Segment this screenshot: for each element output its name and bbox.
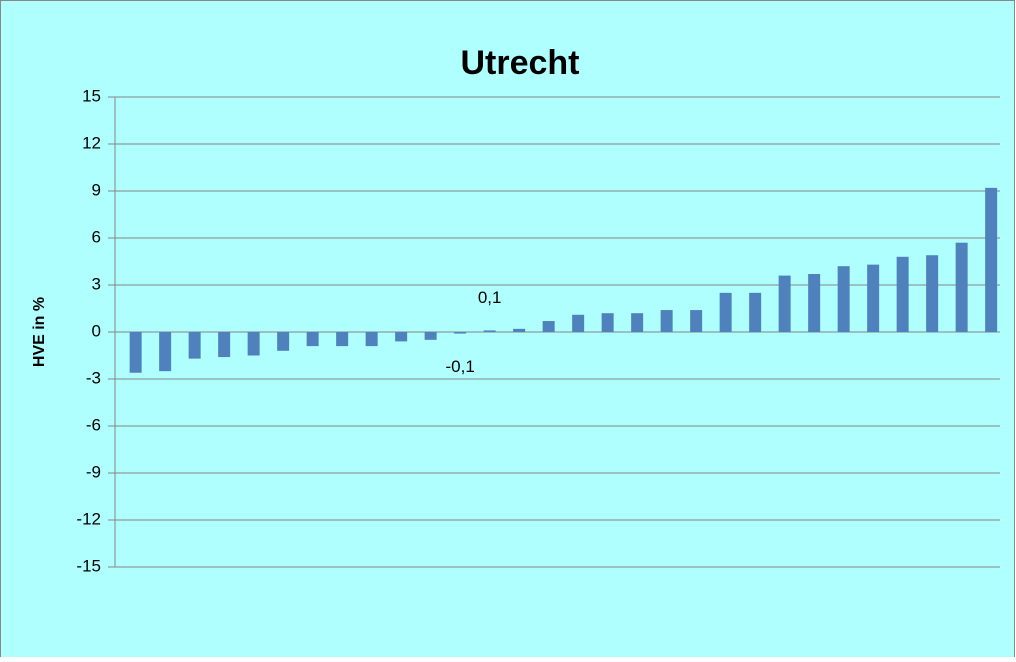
bar xyxy=(542,321,555,332)
bar xyxy=(188,332,201,359)
bar xyxy=(808,274,821,332)
bar xyxy=(483,330,496,332)
bar xyxy=(247,332,260,356)
bar xyxy=(926,255,939,332)
bar xyxy=(336,332,349,347)
chart-title: Utrecht xyxy=(460,44,579,82)
bar xyxy=(867,264,880,332)
bar xyxy=(218,332,231,358)
bar xyxy=(572,314,585,332)
bar xyxy=(749,292,762,332)
data-label: 0,1 xyxy=(478,288,502,307)
bar xyxy=(365,332,378,347)
y-tick-label: -15 xyxy=(76,556,101,575)
y-tick-label: -12 xyxy=(76,509,101,528)
y-tick-label: 9 xyxy=(92,180,101,199)
bar xyxy=(395,332,408,342)
y-tick-label: 15 xyxy=(82,86,101,105)
y-tick-label: 12 xyxy=(82,133,101,152)
bar xyxy=(306,332,319,347)
bar xyxy=(424,332,437,340)
y-axis-label: HVE in % xyxy=(31,297,48,367)
bar xyxy=(129,332,142,373)
bar xyxy=(778,275,791,332)
bar xyxy=(631,313,644,332)
bar xyxy=(454,332,467,334)
y-tick-label: -6 xyxy=(86,415,101,434)
bar xyxy=(719,292,732,332)
y-tick-label: 0 xyxy=(92,321,101,340)
y-tick-label: 3 xyxy=(92,274,101,293)
bar xyxy=(896,256,909,332)
bar xyxy=(277,332,290,351)
bar xyxy=(660,310,673,332)
bar xyxy=(159,332,172,372)
data-label: -0,1 xyxy=(446,357,475,376)
y-tick-label: -9 xyxy=(86,462,101,481)
bar xyxy=(955,242,968,332)
bar xyxy=(513,328,526,332)
y-tick-label: -3 xyxy=(86,368,101,387)
bar xyxy=(985,187,998,332)
bar xyxy=(837,266,850,332)
bar xyxy=(601,313,614,332)
y-tick-label: 6 xyxy=(92,227,101,246)
bar xyxy=(690,310,703,332)
